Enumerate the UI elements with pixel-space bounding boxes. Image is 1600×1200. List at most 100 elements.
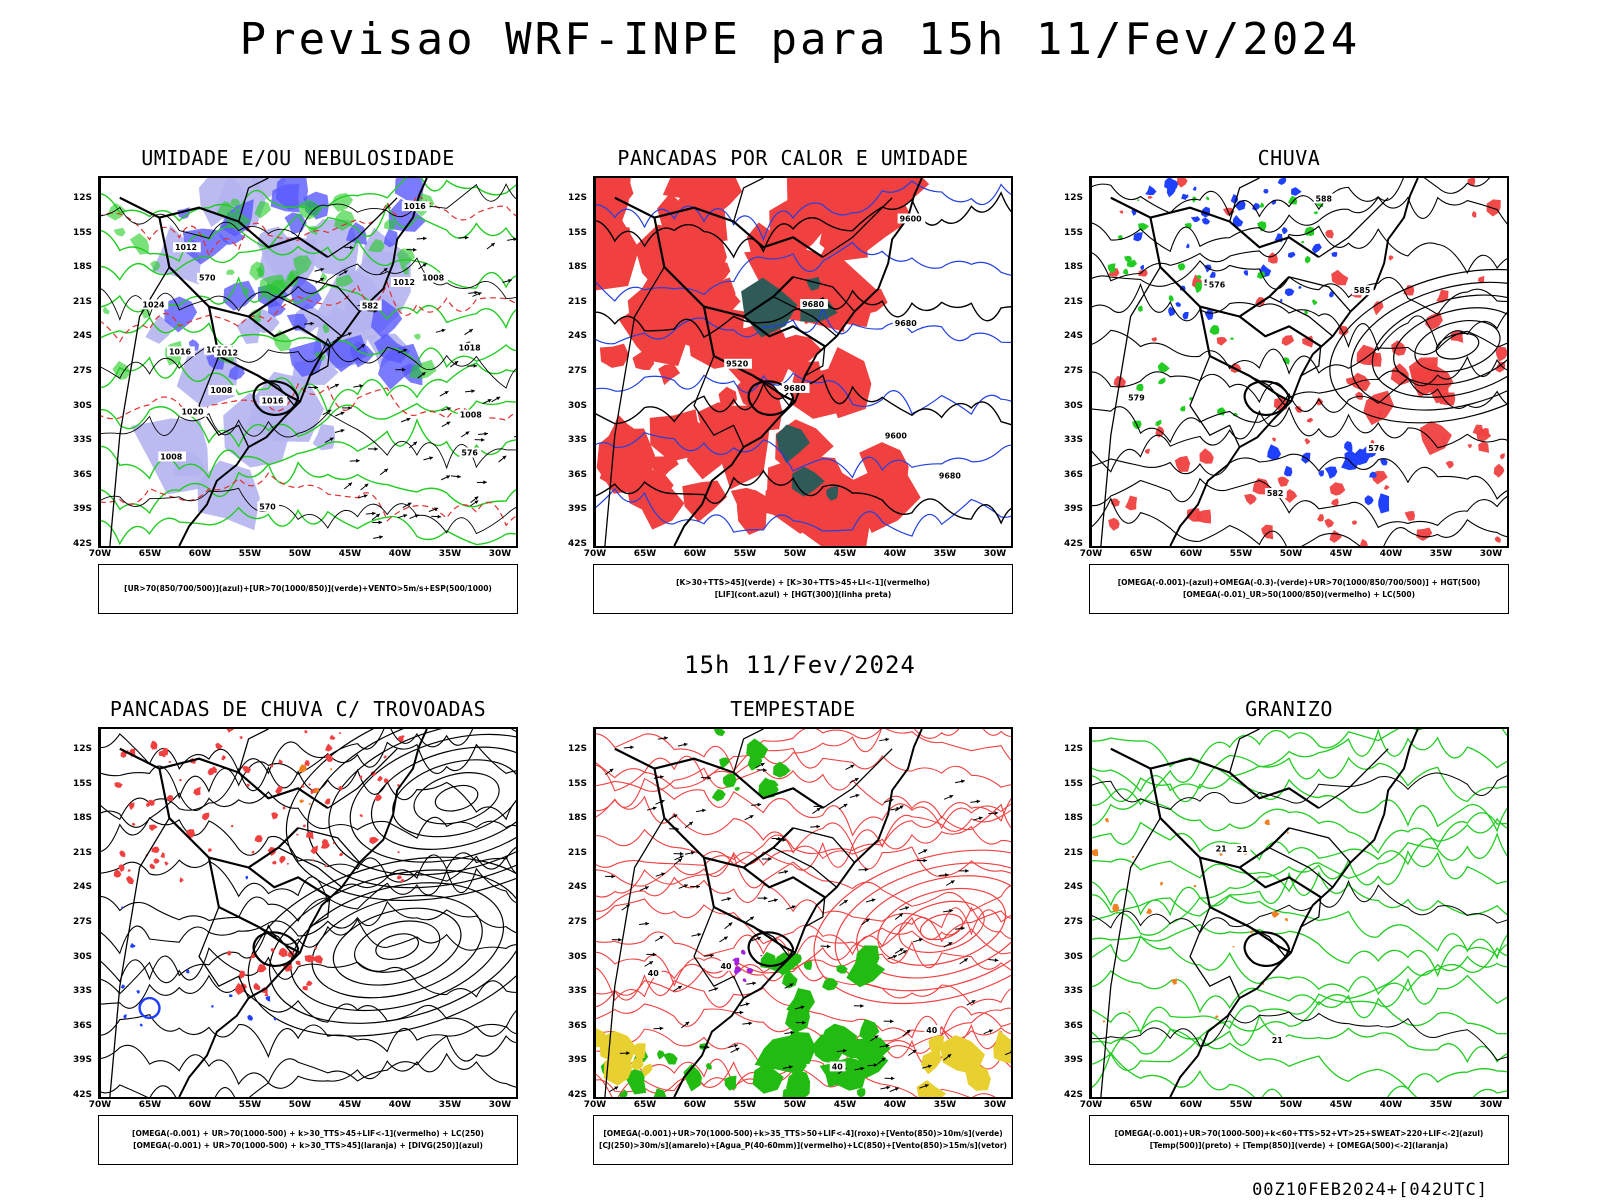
streamline [285,729,516,902]
svg-text:9680: 9680 [784,384,807,393]
wind-vector [673,851,684,856]
thunderstorm-area-red [201,812,210,821]
streamline [311,894,483,999]
longitude-tick-label: 45W [1329,549,1353,559]
latitude-tick-label: 36S [567,1020,587,1031]
latitude-tick-label: 27S [567,917,587,927]
rain-area-blue [1267,444,1282,460]
wind-vector [988,811,999,816]
rain-area-green [1124,255,1132,263]
precipitable-water-contour [595,729,1011,781]
rain-area-blue [1204,309,1214,320]
rain-area-red [1261,524,1274,540]
latitude-tick-label: 42S [567,1090,587,1100]
rain-area-red [1493,463,1505,478]
svg-text:21: 21 [1237,845,1248,854]
latitude-tick-label: 33S [567,435,587,446]
rain-area-red [1147,195,1153,199]
border-line [753,926,790,957]
rain-area-green [1206,196,1210,201]
contour-label: 9680 [936,470,965,481]
svg-text:582: 582 [362,301,379,310]
latitude-axis: 12S 15S 18S 21S 24S 27S 30S 33S 36S 39S 42S [64,176,96,549]
wind-vector [918,849,928,855]
border-line [604,817,665,1097]
thunderstorm-area-orange [330,767,333,771]
wind-vector [655,872,666,877]
temperature-500-contour [1091,1011,1507,1061]
longitude-tick-label: 30W [983,1100,1007,1110]
longitude-tick-label: 45W [338,549,362,559]
wind-vector [730,1047,740,1053]
thunderstorm-area-red [306,831,314,840]
border-line [1189,906,1241,999]
wind-vector [324,437,334,444]
temperature-850-contour [1091,955,1507,1014]
rain-area-blue [1201,217,1211,225]
wind-vector [959,958,969,965]
wind-vector [958,868,969,873]
border-line [804,346,826,377]
rain-area-red [1329,530,1342,543]
streamline [413,772,500,825]
wind-vector [794,1005,805,1010]
latitude-tick-label: 24S [567,331,587,342]
rain-area-blue [1133,232,1143,242]
wind-vector [913,938,923,943]
latitude-tick-label: 36S [72,1020,92,1031]
instability-area-red [705,277,736,307]
rain-area-red [1329,482,1346,496]
thunderstorm-area-red [226,950,232,956]
streamline [247,856,516,1037]
longitude-tick-label: 65W [633,549,657,559]
contour-label: 1008 [158,451,187,461]
wind-vector [441,421,451,428]
contour-red [100,280,516,343]
streamline [100,918,516,983]
svg-text:576: 576 [1209,280,1226,289]
border-line [747,380,795,416]
wind-vector [472,292,482,297]
panel-title: UMIDADE E/OU NEBULOSIDADE [141,146,455,170]
temperature-850-contour [1091,729,1507,793]
latitude-tick-label: 12S [1063,193,1083,203]
thunderstorm-area-orange [298,764,307,773]
latitude-tick-label: 39S [72,1055,92,1066]
border-line [258,926,295,957]
thunderstorm-area-red [324,798,331,805]
thunderstorm-area-red [249,957,252,960]
forecast-map: 21 21 21 [1089,727,1509,1099]
border-line [1268,847,1334,888]
svg-text:9680: 9680 [802,300,825,309]
thunderstorm-area-red [304,729,308,734]
latitude-tick-label: 42S [72,539,92,549]
border-line [1229,178,1260,222]
wind-850-area [773,761,791,778]
latitude-tick-label: 12S [1063,744,1083,754]
longitude-tick-label: 40W [883,1100,907,1110]
border-line [604,266,665,546]
legend-line: [OMEGA(-0.001) + UR>70(1000-500) + k>30_… [132,1129,484,1138]
contour-label: 582 [1264,488,1287,498]
contour-label: 40 [718,960,735,971]
legend-line: [OMEGA(-0.001)+UR>70(1000-500)+k<60+TTS>… [1114,1129,1484,1138]
border-line [309,346,331,377]
longitude-tick-label: 55W [733,1100,757,1110]
border-line [747,931,795,967]
wind-vector [611,937,622,942]
thunderstorm-area-red [118,864,125,873]
geopotential-contour [1350,281,1507,411]
main-title: Previsao WRF-INPE para 15h 11/Fev/2024 [239,14,1361,65]
svg-text:40: 40 [720,962,732,971]
humidity-area-blue [223,280,257,311]
svg-text:1008: 1008 [210,386,233,395]
latitude-tick-label: 21S [567,847,587,858]
thunderstorm-area-red [302,985,308,991]
instability-area-red [697,402,750,451]
longitude-tick-label: 40W [1379,1100,1403,1110]
instability-area-teal [775,424,810,464]
rain-area-red [1244,493,1257,505]
wind-vector [502,278,513,283]
wind-850-area [711,789,726,802]
humidity-area-green [106,203,127,221]
